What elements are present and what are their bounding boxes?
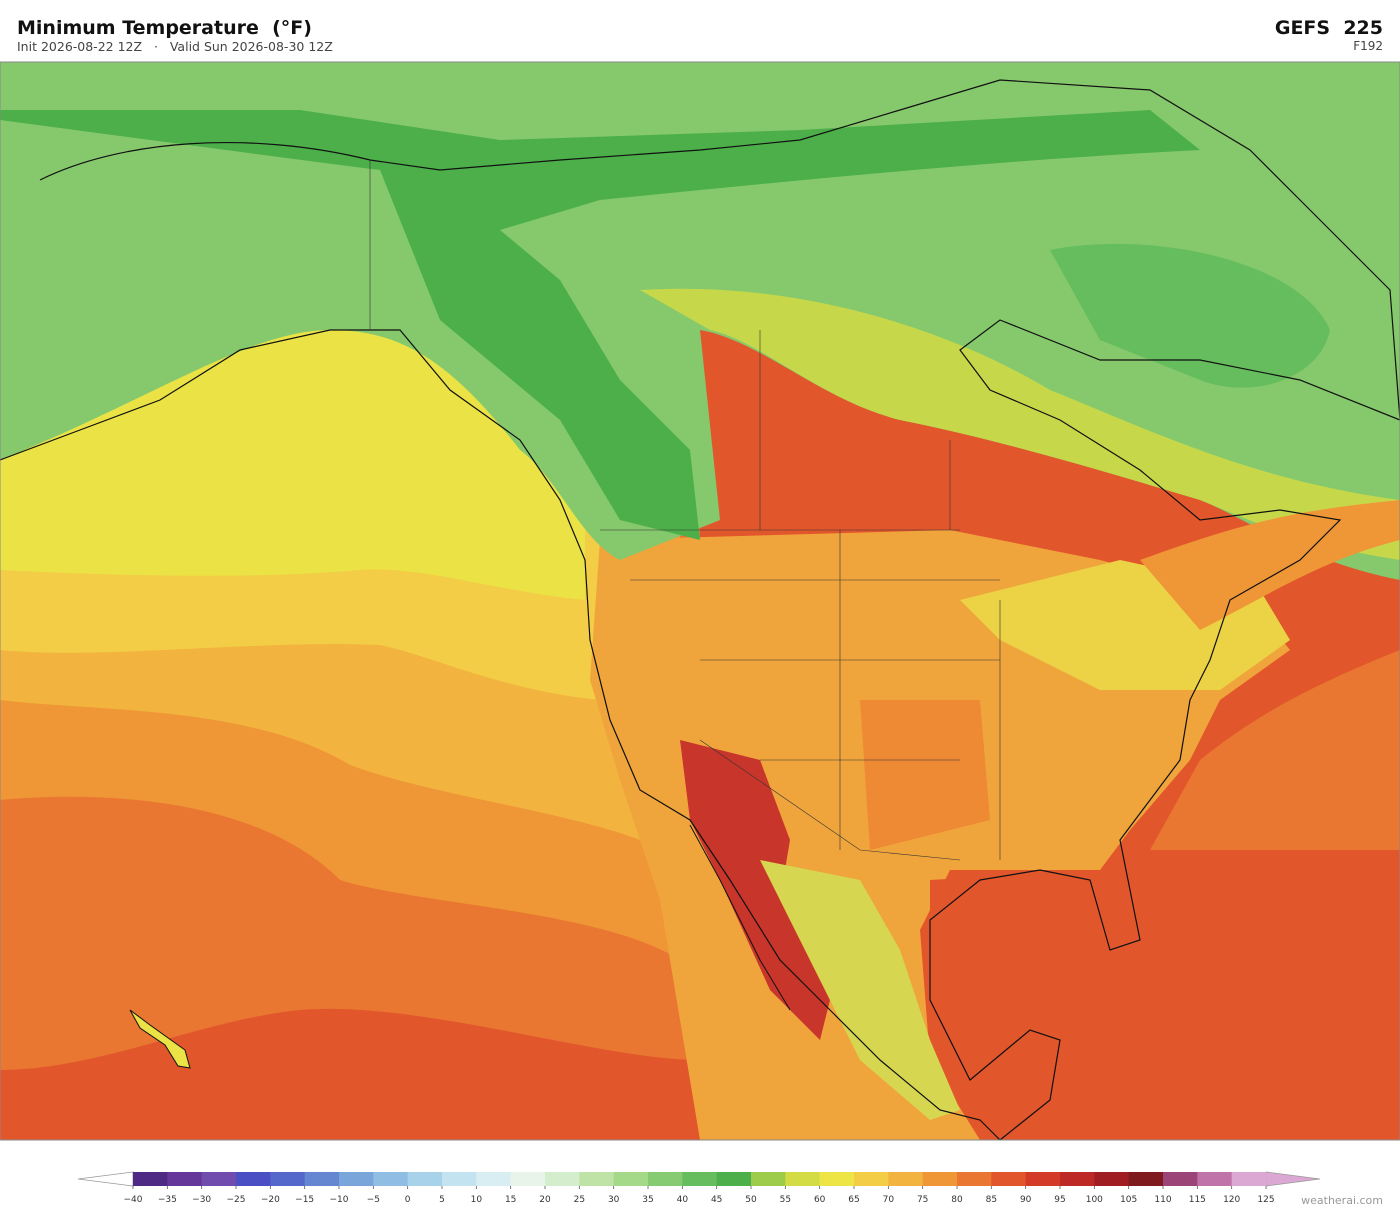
colorbar-swatch — [1025, 1172, 1061, 1186]
colorbar-tick-label: 85 — [986, 1195, 997, 1205]
colorbar-swatch — [373, 1172, 409, 1186]
colorbar-tick-label: 100 — [1086, 1195, 1103, 1205]
colorbar-tick-label: 80 — [951, 1195, 963, 1205]
model-label: GEFS 225 — [1275, 17, 1383, 39]
colorbar-tick-label: 120 — [1223, 1195, 1240, 1205]
colorbar-tick-label: 30 — [608, 1195, 620, 1205]
colorbar-tick-label: 125 — [1257, 1195, 1274, 1205]
watermark: weatherai.com — [1301, 1194, 1383, 1207]
colorbar-tick-label: 105 — [1120, 1195, 1137, 1205]
colorbar-tick-label: −35 — [158, 1195, 177, 1205]
field-band — [1150, 650, 1400, 850]
colorbar-swatch — [1197, 1172, 1233, 1186]
colorbar-tick-label: 65 — [848, 1195, 859, 1205]
land-cold — [0, 110, 1200, 540]
colorbar-swatch — [579, 1172, 615, 1186]
colorbar-swatch — [339, 1172, 374, 1186]
colorbar-swatch — [1128, 1172, 1164, 1186]
colorbar-swatch — [819, 1172, 855, 1186]
colorbar: −40 −35 −30 −25 −20 −15 −10 −5 0 5 10 15 20 25 30 35 40 4… — [77, 1171, 1321, 1205]
borders — [369, 160, 1001, 861]
gulf — [930, 870, 1120, 1080]
colorbar-swatch — [854, 1172, 889, 1186]
colorbar-swatch — [236, 1172, 271, 1186]
land-cold — [1050, 243, 1330, 388]
map — [0, 62, 1400, 1140]
colorbar-swatch — [1231, 1172, 1267, 1186]
colorbar-swatch — [716, 1172, 752, 1186]
colorbar-swatch — [545, 1172, 580, 1186]
colorbar-tick-label: −10 — [330, 1195, 349, 1205]
colorbar-tick-label: 35 — [642, 1195, 653, 1205]
colorbar-tick-label: −40 — [124, 1195, 143, 1205]
colorbar-swatch — [1163, 1172, 1198, 1186]
colorbar-tick-label: 45 — [711, 1195, 722, 1205]
colorbar-tick-label: 115 — [1189, 1195, 1206, 1205]
colorbar-swatch — [957, 1172, 992, 1186]
colorbar-tick-label: 90 — [1020, 1195, 1032, 1205]
land-mild — [640, 288, 1400, 560]
colorbar-tick-label: 40 — [677, 1195, 689, 1205]
colorbar-swatch — [442, 1172, 477, 1186]
colorbar-tick-label: 95 — [1054, 1195, 1065, 1205]
colorbar-swatch — [1060, 1172, 1095, 1186]
land-warm — [1140, 500, 1400, 630]
colorbar-tick-label: 20 — [539, 1195, 551, 1205]
map-frame — [0, 61, 1400, 1141]
colorbar-swatch — [270, 1172, 306, 1186]
colorbar-tick-label: 55 — [780, 1195, 791, 1205]
colorbar-swatch — [304, 1172, 340, 1186]
colorbar-tick-label: −5 — [367, 1195, 380, 1205]
colorbar-swatch — [1094, 1172, 1130, 1186]
colorbar-swatch — [751, 1172, 786, 1186]
colorbar-tick-label: 70 — [883, 1195, 895, 1205]
colorbar-swatch — [201, 1172, 237, 1186]
colorbar-swatch — [922, 1172, 958, 1186]
colorbar-swatch — [648, 1172, 683, 1186]
colorbar-tick-label: 75 — [917, 1195, 928, 1205]
colorbar-swatch — [133, 1172, 168, 1186]
title: Minimum Temperature (°F) — [17, 17, 312, 39]
colorbar-tick-label: −30 — [192, 1195, 211, 1205]
coastline — [0, 79, 1400, 1140]
colorbar-tick-label: 110 — [1154, 1195, 1171, 1205]
colorbar-tick-label: −25 — [227, 1195, 246, 1205]
colorbar-tick-label: 10 — [471, 1195, 483, 1205]
colorbar-tick-label: 50 — [745, 1195, 757, 1205]
colorbar-swatch — [682, 1172, 718, 1186]
colorbar-tick-label: 60 — [814, 1195, 826, 1205]
colorbar-tick-label: −20 — [261, 1195, 280, 1205]
islands — [129, 1009, 191, 1069]
colorbar-swatch — [407, 1172, 443, 1186]
colorbar-tick-label: 0 — [405, 1195, 411, 1205]
land-highland — [760, 860, 960, 1120]
coastline — [689, 824, 791, 1011]
colorbar-tick-label: −15 — [295, 1195, 314, 1205]
colorbar-tick-label: 25 — [574, 1195, 585, 1205]
subtitle: Init 2026-08-22 12Z · Valid Sun 2026-08-… — [17, 39, 333, 54]
colorbar-tick-label: 15 — [505, 1195, 516, 1205]
land-hottest — [680, 740, 830, 1040]
colorbar-swatch — [991, 1172, 1027, 1186]
forecast-hour: F192 — [1353, 39, 1383, 53]
colorbar-swatch — [888, 1172, 924, 1186]
colorbar-swatch — [613, 1172, 649, 1186]
colorbar-tick-label: 5 — [439, 1195, 445, 1205]
colorbar-swatch — [510, 1172, 546, 1186]
colorbar-swatch — [476, 1172, 512, 1186]
land-hot — [860, 700, 990, 850]
colorbar-swatch — [785, 1172, 821, 1186]
colorbar-swatch — [167, 1172, 203, 1186]
